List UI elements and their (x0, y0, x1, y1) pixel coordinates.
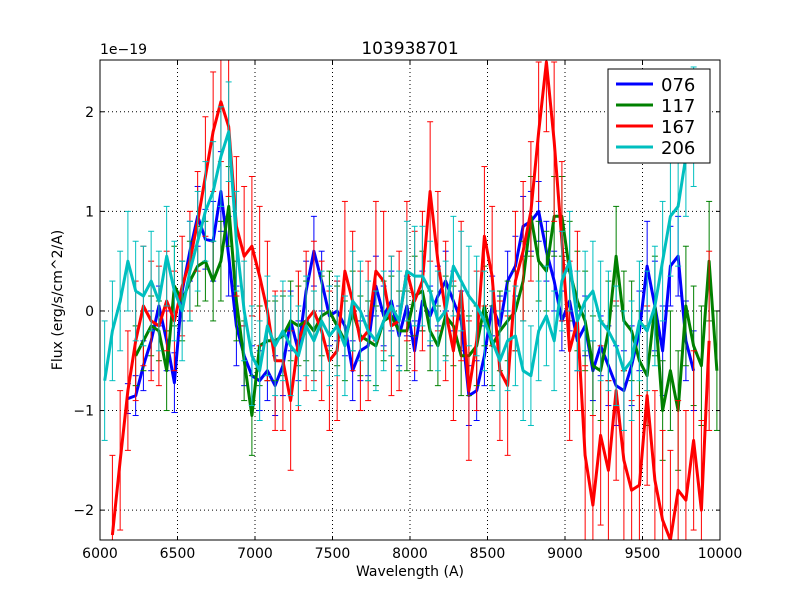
x-tick-label: 9000 (547, 546, 583, 562)
y-tick-label: 1 (85, 204, 94, 220)
axis-ticks: 6000 6500 7000 7500 8000 8500 9000 9500 10000 −2 −… (73, 60, 742, 562)
x-tick-label: 6000 (82, 546, 118, 562)
legend-label-167: 167 (661, 117, 695, 138)
chart-title: 103938701 (361, 39, 458, 59)
series-line-167 (110, 60, 711, 540)
y-axis-label: Flux (erg/s/cm^2/A) (50, 230, 66, 370)
x-tick-label: 7500 (315, 546, 351, 562)
x-tick-label: 8000 (392, 546, 428, 562)
series-line-117 (134, 204, 719, 417)
y-tick-label: 0 (85, 304, 94, 320)
x-tick-label: 8500 (470, 546, 506, 562)
x-tick-label: 9500 (625, 546, 661, 562)
series-layer (101, 60, 720, 540)
legend-label-206: 206 (661, 138, 695, 159)
x-tick-label: 6500 (160, 546, 196, 562)
y-tick-label: −2 (73, 503, 94, 519)
x-axis-label: Wavelength (A) (356, 564, 464, 580)
series-line-206 (103, 126, 696, 381)
x-tick-label: 7000 (237, 546, 273, 562)
x-tick-label: 10000 (698, 546, 743, 562)
series-line-076 (127, 190, 696, 401)
y-tick-label: −1 (73, 404, 94, 420)
y-tick-label: 2 (85, 105, 94, 121)
series-206 (101, 66, 697, 441)
y-multiplier-label: 1e−19 (100, 42, 147, 58)
legend-label-117: 117 (661, 96, 695, 117)
legend-label-076: 076 (661, 75, 695, 96)
